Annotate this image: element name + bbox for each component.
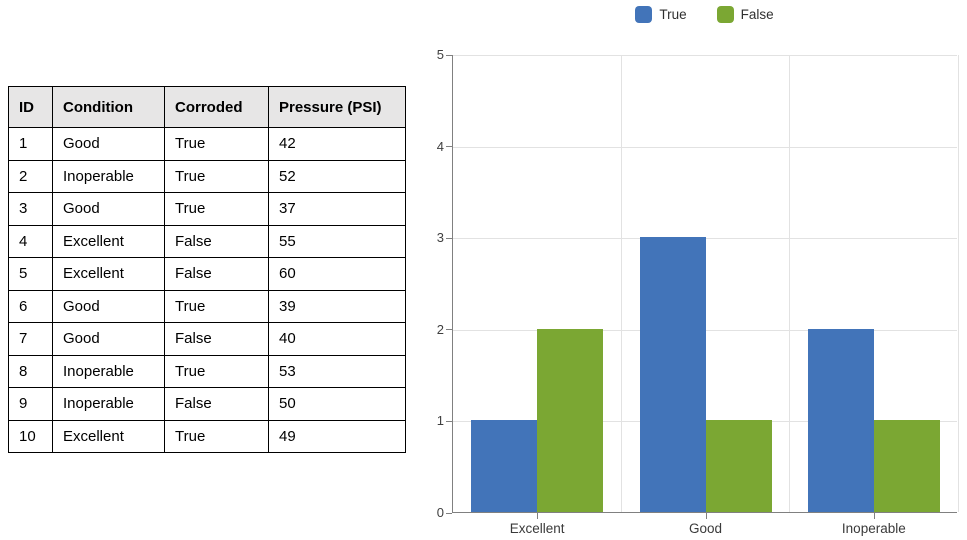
- bar-true-excellent: [471, 420, 538, 512]
- table-row: 7 Good False 40: [8, 322, 406, 356]
- table-row: 6 Good True 39: [8, 289, 406, 323]
- legend-swatch-false: [716, 6, 734, 23]
- table-cell: 6: [8, 289, 53, 323]
- table-row: 5 Excellent False 60: [8, 257, 406, 291]
- bar-false-inoperable: [873, 420, 940, 512]
- table-cell: 5: [8, 257, 53, 291]
- table-row: 4 Excellent False 55: [8, 224, 406, 258]
- table-cell: Good: [52, 127, 165, 161]
- header-pressure: Pressure (PSI): [268, 86, 406, 128]
- table-cell: False: [164, 387, 269, 421]
- y-axis-tick: [446, 146, 452, 148]
- table-row: 9 Inoperable False 50: [8, 387, 406, 421]
- table-cell: 3: [8, 192, 53, 226]
- table-cell: Excellent: [52, 419, 165, 453]
- y-axis-label: 2: [436, 321, 444, 337]
- table-cell: True: [164, 419, 269, 453]
- table-cell: 40: [268, 322, 406, 356]
- table-cell: 9: [8, 387, 53, 421]
- condition-data-table: ID Condition Corroded Pressure (PSI) 1 Go…: [8, 86, 406, 453]
- table-row: 3 Good True 37: [8, 192, 406, 226]
- y-axis-label: 4: [436, 138, 444, 154]
- y-axis-tick: [446, 512, 452, 514]
- table-cell: 39: [268, 289, 406, 323]
- gridline-vertical: [789, 55, 791, 512]
- table-cell: True: [164, 289, 269, 323]
- table-cell: Excellent: [52, 257, 165, 291]
- legend-label: True: [659, 7, 687, 22]
- x-axis-tick: [705, 513, 707, 519]
- table-cell: False: [164, 257, 269, 291]
- legend-swatch-true: [635, 6, 653, 23]
- table-cell: True: [164, 159, 269, 193]
- gridline-vertical: [620, 55, 622, 512]
- table-row: 8 Inoperable True 53: [8, 354, 406, 388]
- table-cell: 8: [8, 354, 53, 388]
- table-cell: 4: [8, 224, 53, 258]
- legend-label: False: [740, 7, 774, 22]
- table-cell: 7: [8, 322, 53, 356]
- gridline-horizontal: [453, 55, 957, 56]
- legend-item-true: True: [635, 6, 687, 23]
- x-axis-tick: [537, 513, 539, 519]
- table-cell: 49: [268, 419, 406, 453]
- table-cell: True: [164, 354, 269, 388]
- table-cell: 10: [8, 419, 53, 453]
- table-cell: False: [164, 322, 269, 356]
- header-id: ID: [8, 86, 53, 128]
- table-cell: 37: [268, 192, 406, 226]
- table-row: 1 Good True 42: [8, 127, 406, 161]
- table-row: 10 Excellent True 49: [8, 419, 406, 453]
- y-axis-tick: [446, 420, 452, 422]
- table-cell: 60: [268, 257, 406, 291]
- y-axis-tick: [446, 54, 452, 56]
- table-cell: Inoperable: [52, 387, 165, 421]
- table-cell: 52: [268, 159, 406, 193]
- gridline-horizontal: [453, 146, 957, 148]
- table-header: ID Condition Corroded Pressure (PSI): [8, 86, 406, 128]
- y-axis-label: 3: [436, 230, 444, 246]
- y-axis-tick: [446, 237, 452, 239]
- table-cell: Good: [52, 289, 165, 323]
- table-cell: 53: [268, 354, 406, 388]
- table-cell: Inoperable: [52, 159, 165, 193]
- table-cell: Inoperable: [52, 354, 165, 388]
- gridline-vertical: [957, 55, 959, 512]
- table-row: 2 Inoperable True 52: [8, 159, 406, 193]
- chart-plot: Excellent Good Inoperable: [446, 54, 959, 536]
- y-axis-labels: 0 1 2 3 4 5: [420, 47, 444, 520]
- table-cell: Excellent: [52, 224, 165, 258]
- bar-false-good: [705, 420, 772, 512]
- table-cell: 42: [268, 127, 406, 161]
- y-axis-tick: [446, 329, 452, 331]
- table-cell: 2: [8, 159, 53, 193]
- y-axis-label: 5: [436, 47, 444, 62]
- x-axis-label: Inoperable: [841, 521, 906, 536]
- x-axis-label: Good: [688, 521, 723, 536]
- table-cell: True: [164, 127, 269, 161]
- header-condition: Condition: [52, 86, 165, 128]
- table-cell: False: [164, 224, 269, 258]
- table-cell: True: [164, 192, 269, 226]
- chart-legend: True False: [452, 6, 957, 23]
- y-axis-label: 1: [436, 413, 444, 429]
- table-cell: 50: [268, 387, 406, 421]
- x-axis-label: Excellent: [509, 521, 565, 536]
- table-cell: Good: [52, 322, 165, 356]
- x-axis-tick: [873, 513, 875, 519]
- bar-false-excellent: [537, 328, 604, 512]
- table-body: 1 Good True 42 2 Inoperable True 52 3 Good True 37 4…: [8, 127, 406, 453]
- table-cell: 55: [268, 224, 406, 258]
- table-cell: Good: [52, 192, 165, 226]
- y-axis-label: 0: [436, 505, 444, 520]
- legend-item-false: False: [716, 6, 774, 23]
- bar-true-inoperable: [807, 328, 874, 512]
- table-cell: 1: [8, 127, 53, 161]
- header-corroded: Corroded: [164, 86, 269, 128]
- bar-true-good: [639, 237, 706, 512]
- table-header-row: ID Condition Corroded Pressure (PSI): [8, 86, 406, 128]
